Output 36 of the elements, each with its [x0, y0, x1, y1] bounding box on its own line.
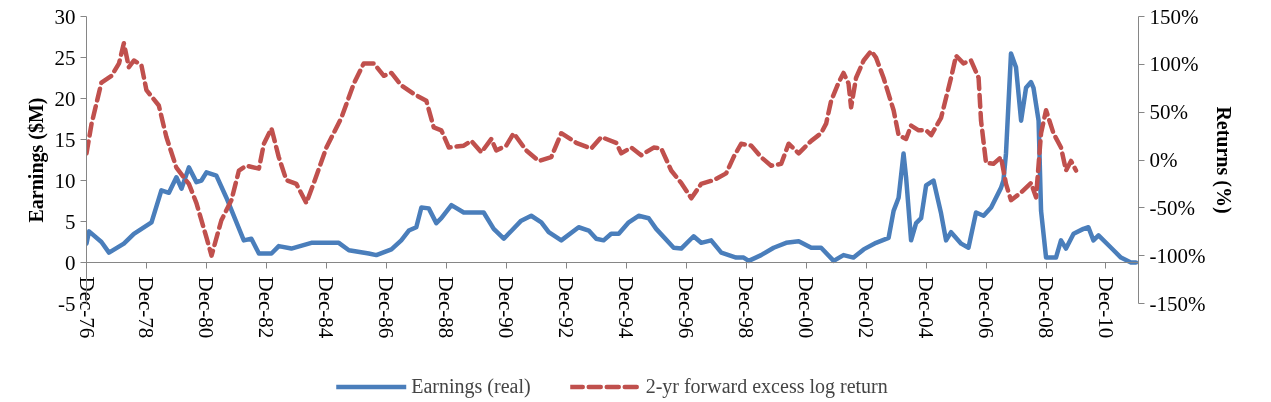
- y-axis-title: Earnings ($M): [24, 97, 48, 223]
- x-tick-label: Dec-10: [1093, 276, 1118, 339]
- x-tick-label: Dec-08: [1034, 276, 1059, 339]
- y-tick-label: 15: [54, 127, 76, 152]
- y-tick-label: 20: [54, 86, 76, 111]
- x-tick-label: Dec-94: [614, 276, 639, 339]
- y2-tick-label: 150%: [1149, 4, 1199, 29]
- legend-label: Earnings (real): [411, 374, 531, 398]
- y2-tick-label: -150%: [1149, 291, 1206, 316]
- x-tick-label: Dec-84: [314, 276, 339, 339]
- x-tick-label: Dec-04: [914, 276, 939, 339]
- x-tick-label: Dec-92: [554, 276, 579, 339]
- x-tick-label: Dec-88: [434, 276, 459, 339]
- x-tick-label: Dec-98: [734, 276, 759, 339]
- y-tick-label: -5: [58, 291, 76, 316]
- x-tick-label: Dec-00: [794, 276, 819, 339]
- legend-label: 2-yr forward excess log return: [645, 374, 888, 398]
- y2-axis-title: Returns (%): [1212, 106, 1236, 214]
- x-tick-label: Dec-82: [254, 276, 279, 339]
- y2-tick-label: -50%: [1149, 195, 1195, 220]
- y-tick-label: 0: [65, 250, 76, 275]
- x-tick-label: Dec-02: [854, 276, 879, 339]
- y-tick-label: 30: [54, 4, 76, 29]
- x-tick-label: Dec-78: [134, 276, 159, 339]
- y2-tick-label: 100%: [1149, 52, 1199, 77]
- y-tick-label: 10: [54, 168, 76, 193]
- y-tick-label: 25: [54, 45, 76, 70]
- x-tick-label: Dec-90: [494, 276, 519, 339]
- x-tick-label: Dec-96: [674, 276, 699, 339]
- x-tick-label: Dec-06: [974, 276, 999, 339]
- y2-tick-label: -100%: [1149, 243, 1206, 268]
- y-tick-label: 5: [65, 209, 76, 234]
- x-tick-label: Dec-80: [194, 276, 219, 339]
- x-tick-label: Dec-86: [374, 276, 399, 339]
- y2-tick-label: 50%: [1149, 100, 1188, 125]
- y2-tick-label: 0%: [1149, 148, 1178, 172]
